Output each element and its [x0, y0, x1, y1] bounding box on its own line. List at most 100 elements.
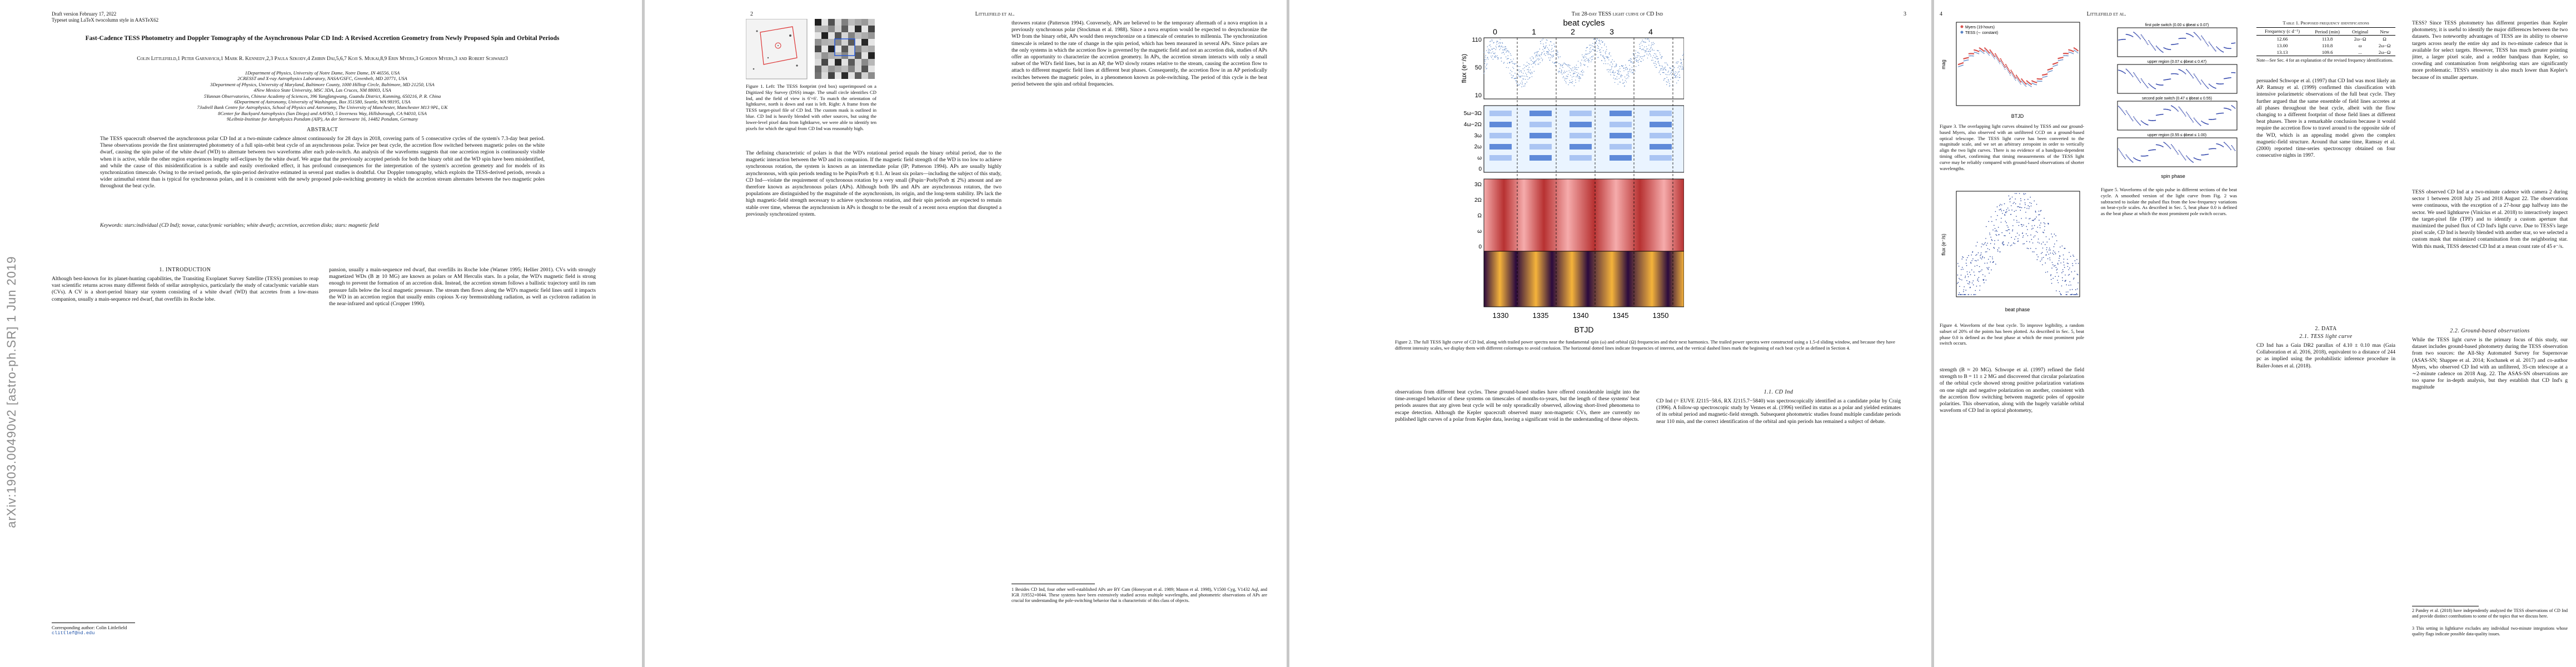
spin-pulse-point: [2132, 36, 2134, 37]
flux-point: [1673, 74, 1675, 76]
tpf-pixel: [835, 46, 841, 52]
tpf-pixel: [868, 32, 875, 39]
flux-point: [1509, 62, 1511, 63]
beat-phase-point: [2075, 289, 2076, 290]
flux-point: [1663, 69, 1664, 71]
beat-phase-point: [2057, 282, 2059, 283]
tess-point: [1990, 53, 1991, 54]
spin-pulse-point: [2149, 150, 2150, 151]
spin-pulse-point: [2153, 120, 2155, 121]
spin-pulse-point: [2213, 86, 2214, 88]
tess-point: [2074, 50, 2076, 51]
spin-pulse-point: [2206, 123, 2208, 125]
flux-point: [1489, 41, 1491, 42]
beat-phase-point: [2011, 245, 2012, 246]
beat-phase-point: [2058, 251, 2060, 252]
spin-pulse-point: [2170, 148, 2171, 150]
beat-phase-point: [1972, 251, 1974, 252]
spin-pulse-point: [2155, 83, 2157, 85]
beat-phase-point: [2070, 256, 2071, 257]
spin-pulse-point: [2233, 42, 2234, 44]
flux-point: [1669, 83, 1670, 84]
spin-pulse-point: [2188, 72, 2190, 73]
spin-pulse-point: [2130, 73, 2131, 74]
flux-point: [1504, 49, 1506, 51]
tess-point: [2044, 76, 2046, 78]
beat-phase-point: [1979, 285, 1981, 287]
spin-pulse-point: [2234, 42, 2235, 44]
btjd-tick-label: 1345: [1613, 311, 1629, 320]
spin-pulse-point: [2218, 48, 2219, 49]
spin-pulse-point: [2226, 47, 2228, 49]
myers-point: [1992, 53, 1994, 55]
flux-point: [1513, 68, 1514, 69]
spin-pulse-point: [2166, 48, 2167, 49]
flux-point: [1661, 58, 1662, 59]
spin-pulse-point: [2126, 155, 2127, 157]
tpf-pixel: [815, 66, 821, 72]
orbit-ytick-label: ω: [1477, 228, 1482, 235]
beat-phase-point: [1979, 271, 1980, 272]
flux-point: [1625, 80, 1626, 81]
beat-phase-point: [2036, 254, 2037, 256]
beat-phase-point: [1976, 260, 1977, 262]
spin-pulse-point: [2178, 38, 2180, 39]
beat-phase-point: [2057, 262, 2059, 264]
tess-point: [2069, 52, 2070, 53]
tpf-frame: [815, 19, 875, 79]
spin-pulse-point: [2159, 49, 2160, 51]
beat-phase-point: [2025, 193, 2026, 195]
spin-ytick-label: 5ω−3Ω: [1464, 111, 1482, 117]
spin-pulse-point: [2201, 121, 2203, 122]
table-cell: 110.8: [2321, 43, 2333, 48]
fig3-ylabel: mag: [1941, 59, 1946, 69]
myers-point: [2014, 76, 2016, 78]
beat-phase-point: [2002, 243, 2004, 245]
beat-phase-point: [2022, 235, 2024, 236]
tess-point: [2031, 86, 2032, 87]
flux-point: [1487, 57, 1488, 58]
tpf-pixel: [828, 66, 835, 72]
spin-pulse-point: [2127, 34, 2129, 36]
beat-phase-point: [1986, 245, 1987, 246]
flux-point: [1622, 66, 1623, 67]
spin-pulse-point: [2193, 117, 2195, 119]
flux-point: [1545, 55, 1546, 56]
figure-4-caption: Figure 4. Waveform of the beat cycle. To…: [1940, 322, 2084, 346]
spin-pulse-point: [2181, 37, 2183, 39]
spin-pulse-point: [2210, 148, 2211, 150]
spin-pulse-point: [2152, 120, 2154, 121]
beat-phase-point: [1984, 243, 1985, 245]
spin-pulse-point: [2134, 117, 2135, 119]
flux-point: [1628, 71, 1630, 72]
beat-phase-point: [2065, 294, 2067, 295]
flux-point: [1559, 56, 1561, 57]
spin-pulse-point: [2152, 46, 2154, 48]
beat-phase-point: [2049, 259, 2051, 261]
spin-pulse-point: [2171, 105, 2172, 107]
flux-point: [1538, 59, 1539, 61]
myers-point: [2000, 58, 2001, 60]
tpf-pixel: [835, 72, 841, 79]
spin-power-band: [1610, 122, 1632, 127]
tpf-pixel: [821, 19, 828, 26]
beat-phase-point: [1967, 283, 1969, 284]
flux-point: [1564, 63, 1566, 64]
tess-point: [2029, 85, 2031, 86]
tess-point: [2025, 85, 2026, 86]
myers-point: [2022, 80, 2024, 82]
flux-point: [1663, 72, 1665, 73]
flux-point: [1507, 58, 1508, 59]
spin-pulse-point: [2176, 43, 2177, 45]
fig4-beat-waveform: [1957, 193, 2079, 295]
spin-pulse-point: [2153, 87, 2155, 88]
beat-phase-point: [2014, 238, 2015, 240]
tpf-pixel: [841, 32, 848, 39]
spin-pulse-point: [2229, 77, 2230, 79]
spin-pulse-point: [2178, 110, 2179, 112]
beat-phase-point: [2041, 243, 2042, 245]
beat-phase-point: [1973, 271, 1975, 273]
beat-phase-point: [2021, 224, 2022, 226]
beat-phase-point: [2049, 249, 2050, 251]
